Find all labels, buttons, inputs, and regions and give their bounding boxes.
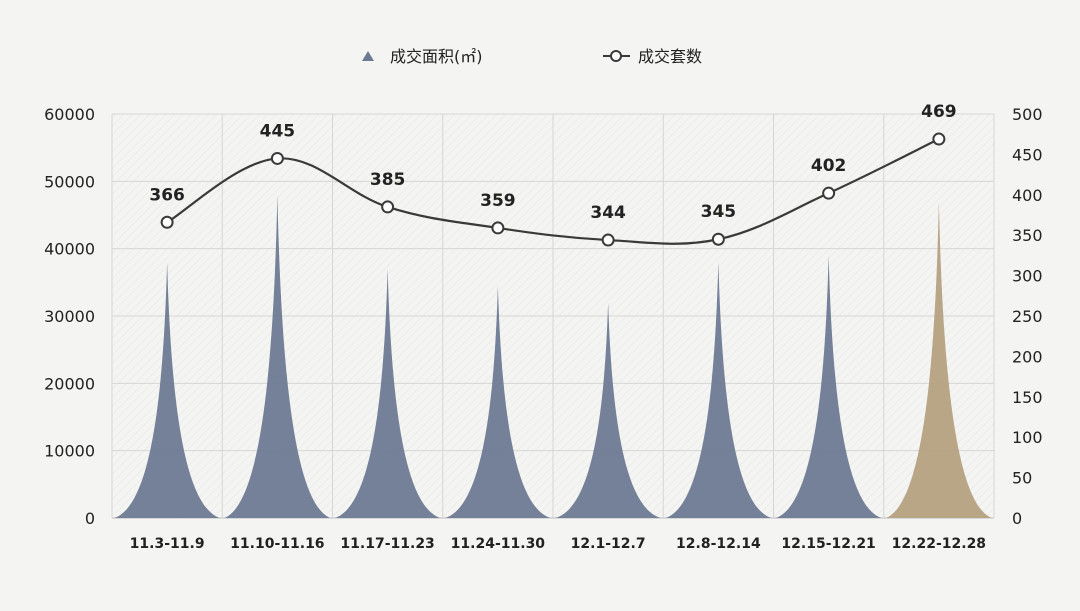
y-left-tick-label: 20000 (44, 374, 95, 393)
bar-1 (224, 194, 331, 519)
y-left-tick-label: 40000 (44, 240, 95, 259)
x-tick-label-5: 12.8-12.14 (676, 536, 761, 552)
y-right-tick-label: 400 (1012, 186, 1043, 205)
y-left-tick-label: 10000 (44, 442, 95, 461)
line-marker-4 (601, 233, 615, 247)
line-marker-5 (711, 232, 725, 246)
bar-6 (775, 255, 882, 518)
data-label-4: 344 (590, 203, 626, 223)
data-label-6: 402 (811, 156, 847, 176)
bar-0 (114, 262, 221, 518)
x-tick-label-2: 11.17-11.23 (340, 536, 434, 552)
data-label-3: 359 (480, 191, 516, 211)
y-right-tick-label: 100 (1012, 428, 1043, 447)
legend-marker-icon (610, 50, 622, 62)
y-left-tick-label: 50000 (44, 172, 95, 191)
x-tick-label-4: 12.1-12.7 (571, 536, 646, 552)
x-tick-label-7: 12.22-12.28 (892, 536, 986, 552)
x-tick-label-6: 12.15-12.21 (781, 536, 875, 552)
data-label-2: 385 (370, 170, 406, 190)
bar-4 (555, 302, 662, 518)
y-right-tick-label: 350 (1012, 226, 1043, 245)
y-right-tick-label: 250 (1012, 307, 1043, 326)
y-left-tick-label: 0 (85, 509, 95, 528)
y-right-tick-label: 450 (1012, 145, 1043, 164)
data-label-7: 469 (921, 102, 957, 122)
y-right-tick-label: 150 (1012, 388, 1043, 407)
legend-label-bar: 成交面积(㎡) (390, 47, 483, 66)
bar-5 (665, 262, 772, 518)
line-marker-6 (822, 186, 836, 200)
y-right-tick-label: 500 (1012, 105, 1043, 124)
y-left-tick-label: 60000 (44, 105, 95, 124)
bar-2 (334, 268, 441, 518)
x-tick-label-3: 11.24-11.30 (451, 536, 546, 552)
x-tick-label-1: 11.10-11.16 (230, 536, 324, 552)
y-right-tick-label: 200 (1012, 347, 1043, 366)
legend-label-line: 成交套数 (638, 47, 702, 66)
data-label-5: 345 (701, 202, 737, 222)
y-left-tick-label: 30000 (44, 307, 95, 326)
line-marker-0 (160, 215, 174, 229)
line-marker-1 (270, 151, 284, 165)
y-right-tick-label: 300 (1012, 267, 1043, 286)
legend: 成交面积(㎡) 成交套数 (362, 47, 702, 66)
y-right-tick-label: 50 (1012, 469, 1032, 488)
data-label-1: 445 (260, 121, 296, 141)
series-line (166, 138, 940, 245)
y-right-tick-label: 0 (1012, 509, 1022, 528)
line-marker-3 (491, 221, 505, 235)
legend-bar-icon (362, 51, 374, 61)
x-tick-label-0: 11.3-11.9 (130, 536, 205, 552)
bar-3 (444, 285, 551, 518)
line-marker-7 (932, 132, 946, 146)
data-label-0: 366 (149, 185, 185, 205)
line-marker-2 (381, 200, 395, 214)
bar-7 (885, 201, 992, 519)
